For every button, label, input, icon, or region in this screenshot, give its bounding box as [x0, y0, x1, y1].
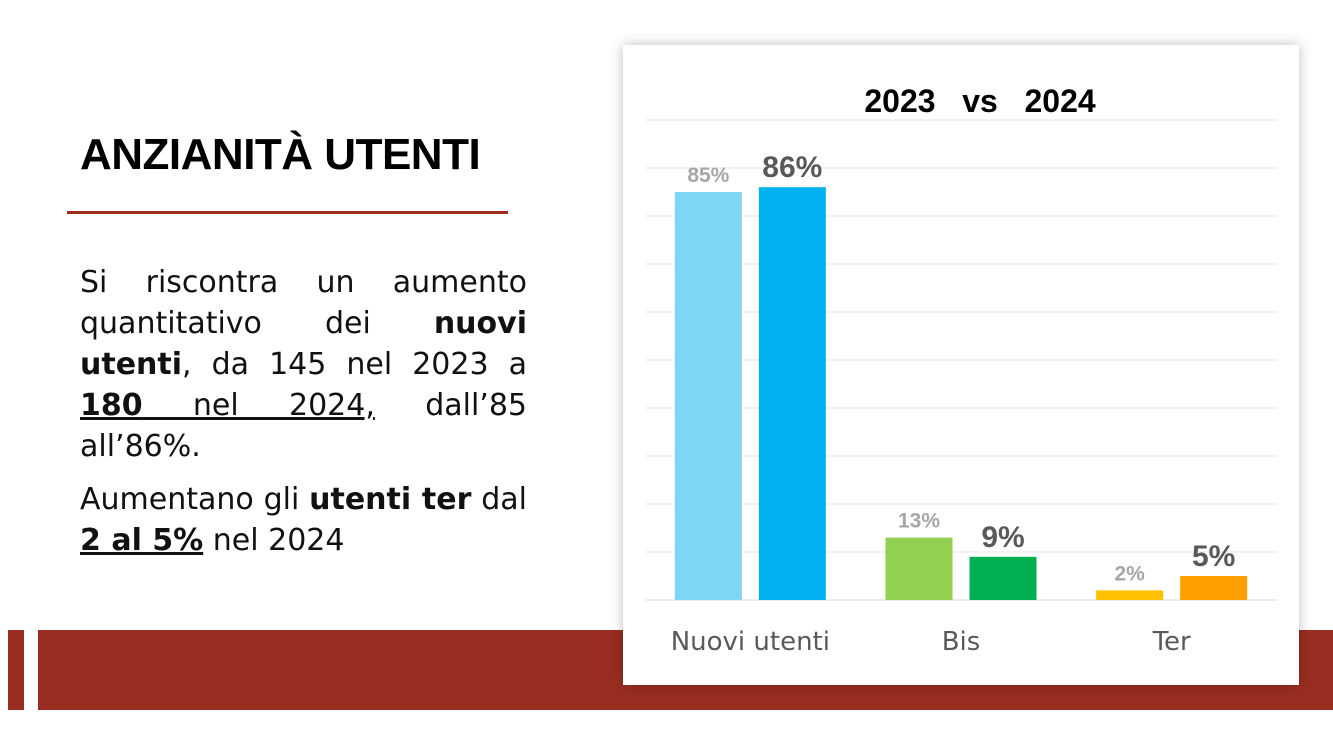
bar-2023-2	[1096, 590, 1164, 600]
paragraph2-bold-range: 2 al 5%	[80, 523, 204, 558]
paragraph-new-users: Si riscontra un aumento quantitativo dei…	[80, 262, 527, 467]
paragraph1-text-1: Si riscontra un aumento quantitativo dei	[80, 265, 527, 341]
paragraph2-text-3: nel 2024	[203, 523, 345, 558]
chart-gridlines	[645, 119, 1277, 601]
chart-title: 2023 vs 2024	[864, 83, 1096, 119]
paragraph1-bold-180: 180	[80, 388, 143, 423]
chart-data-labels: 85% 86% 13% 9% 2% 5%	[687, 151, 1235, 585]
data-label-2024-0: 86%	[762, 151, 822, 184]
chart-card: 85% 86% 13% 9% 2% 5% Nuovi utenti Bis Ter 2023 …	[623, 45, 1299, 685]
data-label-2024-1: 9%	[981, 521, 1024, 554]
category-label-0: Nuovi utenti	[671, 627, 830, 657]
chart-category-labels: Nuovi utenti Bis Ter	[671, 627, 1191, 657]
title-underline-rule	[67, 211, 508, 214]
paragraph2-text-2: dal	[471, 482, 528, 517]
paragraph1-text-2: , da 145 nel 2023 a	[182, 347, 527, 382]
paragraph-ter-users: Aumentano gli utenti ter dal 2 al 5% nel…	[80, 479, 527, 561]
paragraph2-bold-ter-users: utenti ter	[309, 482, 472, 517]
category-label-2: Ter	[1152, 627, 1191, 657]
bar-2024-0	[758, 187, 826, 600]
bar-2024-1	[969, 556, 1037, 600]
paragraph1-underlined: 180 nel 2024,	[80, 388, 375, 423]
data-label-2023-0: 85%	[687, 164, 729, 187]
paragraph1-text-3: dall’85 all’86%.	[80, 388, 528, 464]
slide-title: ANZIANITÀ UTENTI	[80, 130, 481, 179]
bar-2024-2	[1180, 576, 1248, 600]
footer-band-left-segment	[8, 630, 24, 710]
data-label-2024-2: 5%	[1192, 540, 1235, 573]
bar-2023-0	[674, 192, 742, 600]
data-label-2023-1: 13%	[898, 510, 940, 533]
slide-body-text: Si riscontra un aumento quantitativo dei…	[80, 262, 527, 573]
chart-bars	[674, 187, 1248, 600]
category-label-1: Bis	[942, 627, 981, 657]
paragraph1-underlined-year: nel 2024,	[142, 388, 375, 423]
paragraph1-bold-new-users: nuovi utenti	[80, 306, 527, 382]
bar-chart: 85% 86% 13% 9% 2% 5% Nuovi utenti Bis Ter 2023 …	[645, 83, 1277, 657]
paragraph2-underlined: 2 al 5%	[80, 523, 203, 558]
data-label-2023-2: 2%	[1114, 562, 1145, 585]
bar-2023-1	[885, 537, 953, 600]
paragraph2-text-1: Aumentano gli	[80, 482, 310, 517]
